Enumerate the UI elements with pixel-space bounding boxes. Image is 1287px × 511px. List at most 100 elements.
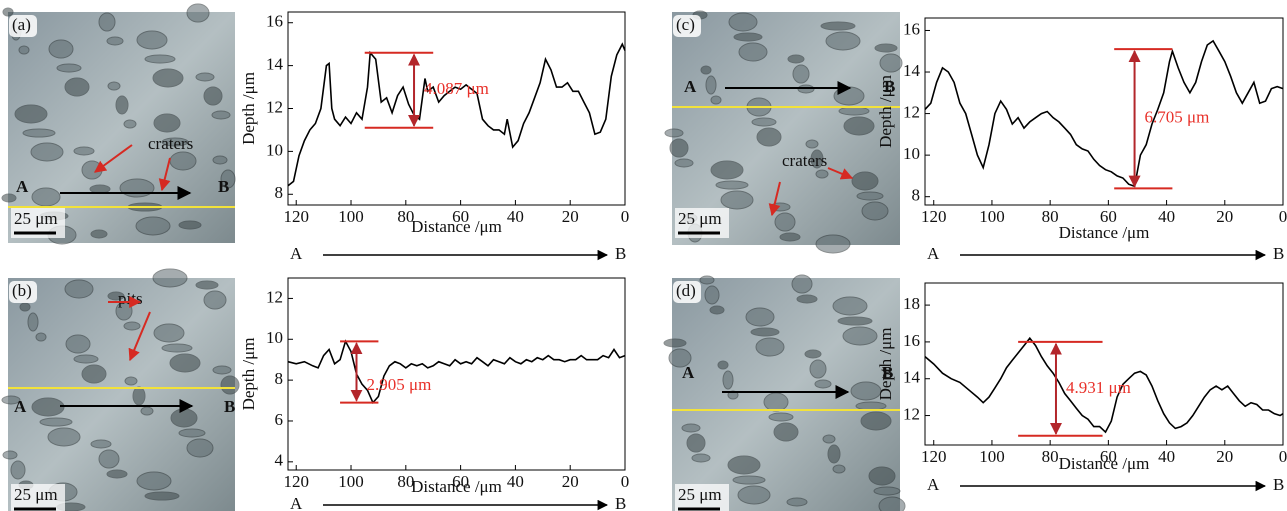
crater [90, 185, 110, 193]
y-tick-label: 10 [903, 144, 920, 163]
y-axis-label: Depth /μm [239, 338, 258, 411]
axis-end-label: B [1273, 475, 1284, 494]
crater [769, 413, 793, 421]
crater [711, 161, 743, 179]
y-tick-label: 4 [275, 451, 284, 470]
crater [874, 487, 900, 495]
profile-line [925, 41, 1283, 186]
crater [221, 376, 239, 394]
y-tick-label: 14 [903, 368, 921, 387]
x-tick-label: 40 [1158, 207, 1175, 226]
crater [137, 472, 171, 490]
crater [3, 451, 17, 459]
crater [162, 344, 192, 352]
crater [764, 393, 788, 411]
x-tick-label: 100 [338, 472, 364, 491]
y-tick-label: 8 [275, 183, 284, 202]
x-tick-label: 120 [921, 207, 947, 226]
scale-bar-label: 25 μm [14, 485, 58, 504]
crater [82, 365, 106, 383]
x-axis-label: Distance /μm [411, 217, 502, 236]
crater [834, 87, 864, 105]
scale-bar-label: 25 μm [678, 209, 722, 228]
y-tick-label: 10 [266, 140, 283, 159]
crater [136, 217, 170, 235]
crater [187, 4, 209, 22]
y-tick-label: 12 [266, 97, 283, 116]
y-tick-label: 12 [266, 287, 283, 306]
crater [852, 172, 878, 190]
crater [31, 143, 63, 161]
crater [856, 402, 886, 410]
start-label: A [14, 397, 27, 416]
y-tick-label: 12 [903, 102, 920, 121]
crater [23, 129, 55, 137]
crater [733, 476, 765, 484]
x-tick-label: 120 [921, 447, 947, 466]
crater [826, 32, 860, 50]
plot-frame [925, 283, 1283, 445]
crater [11, 461, 25, 479]
x-tick-label: 80 [1042, 447, 1059, 466]
crater [154, 324, 184, 342]
crater [700, 276, 714, 284]
crater [107, 470, 127, 478]
crater [751, 328, 779, 336]
x-tick-label: 0 [1279, 447, 1287, 466]
crater [48, 428, 80, 446]
x-tick-label: 20 [562, 472, 579, 491]
crater [780, 233, 800, 241]
crater [204, 291, 226, 309]
crater [833, 297, 867, 315]
panel-label: (d) [676, 281, 696, 300]
y-tick-label: 18 [903, 294, 920, 313]
crater [99, 13, 115, 31]
crater [213, 156, 227, 164]
crater [179, 429, 205, 437]
annotation: craters [148, 134, 193, 153]
crater [746, 308, 774, 326]
y-tick-label: 8 [912, 186, 921, 205]
crater [682, 424, 700, 432]
y-axis-label: Depth /μm [876, 75, 895, 148]
crater [710, 306, 724, 314]
scale-bar-label: 25 μm [14, 209, 58, 228]
crater [141, 407, 153, 415]
crater [670, 139, 688, 157]
crater [153, 269, 187, 287]
crater [120, 179, 154, 197]
x-axis-label: Distance /μm [411, 477, 502, 496]
crater [756, 338, 784, 356]
crater [843, 327, 877, 345]
axis-end-label: B [615, 244, 626, 263]
crater [821, 22, 855, 30]
crater [718, 361, 728, 369]
axis-start-label: A [290, 494, 303, 511]
crater [116, 96, 128, 114]
crater [788, 55, 804, 63]
crater [692, 454, 710, 462]
crater [723, 371, 733, 389]
crater [793, 65, 809, 83]
crater [734, 33, 762, 41]
crater [810, 360, 826, 378]
y-tick-label: 16 [903, 331, 920, 350]
plot-frame [288, 278, 625, 470]
crater [66, 335, 90, 353]
crater [728, 456, 760, 474]
x-tick-label: 0 [621, 472, 630, 491]
crater [32, 398, 64, 416]
crater [705, 286, 719, 304]
crater [212, 111, 230, 119]
crater [861, 412, 891, 430]
x-tick-label: 40 [507, 207, 524, 226]
crater [124, 120, 136, 128]
crater [187, 439, 213, 457]
crater [204, 87, 222, 105]
crater [137, 31, 167, 49]
crater [706, 76, 716, 94]
panel-label: (a) [12, 15, 31, 34]
crater [99, 450, 119, 468]
crater [153, 69, 183, 87]
profile-line [288, 44, 625, 186]
